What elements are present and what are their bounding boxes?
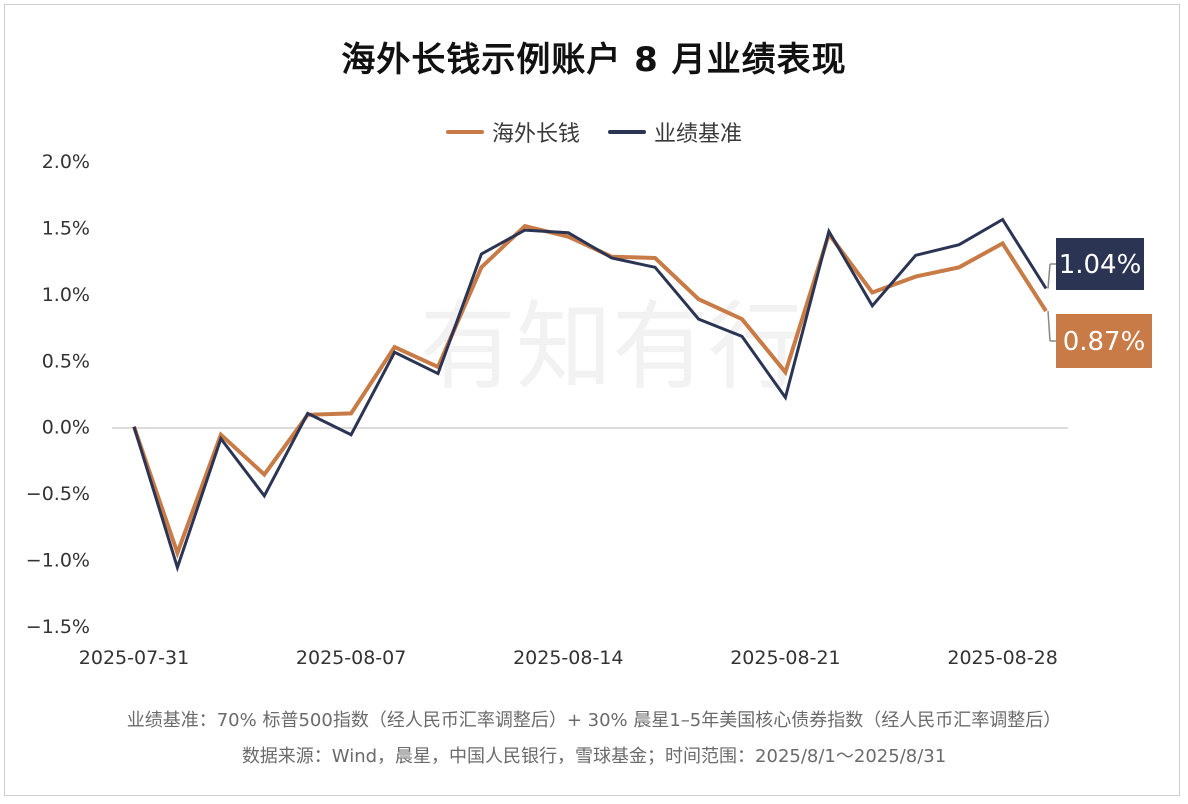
y-tick-label: 0.0% [42,417,90,439]
footnote-benchmark: 业绩基准：70% 标普500指数（经人民币汇率调整后）+ 30% 晨星1–5年美… [126,710,1062,731]
legend-swatch-account [445,130,484,134]
y-tick-label: −1.5% [26,616,90,638]
y-tick-label: 2.0% [42,151,90,173]
y-tick-label: 1.5% [42,217,90,239]
y-tick-label: 1.0% [42,284,90,306]
chart-title: 海外长钱示例账户 8 月业绩表现 [341,40,847,80]
series-line-benchmark [132,217,1048,573]
footnote-source: 数据来源：Wind，晨星，中国人民银行，雪球基金；时间范围：2025/8/1～2… [241,746,947,767]
watermark-text: 有知有行 [420,291,804,403]
y-tick-label: −1.0% [26,550,90,572]
callout-leader-benchmark [1047,263,1051,289]
x-tick-label: 2025-08-28 [947,647,1057,669]
legend-swatch-benchmark [608,130,646,134]
legend-label-benchmark: 业绩基准 [654,122,743,147]
legend-item-benchmark: 业绩基准 [608,116,742,148]
x-tick-label: 2025-07-31 [79,647,189,669]
x-tick-label: 2025-08-21 [730,647,840,669]
y-tick-label: −0.5% [26,483,90,505]
callout-box-account [1056,314,1152,368]
callout-leader-account [1047,311,1051,342]
x-tick-label: 2025-08-07 [296,647,406,669]
legend: 海外长钱 业绩基准 [0,116,1188,148]
chart-frame [4,4,1180,796]
y-tick-label: 0.5% [42,350,90,372]
legend-item-account: 海外长钱 [445,116,580,148]
callout-box-benchmark [1056,238,1144,290]
callout-value-benchmark: 1.04% [1059,250,1142,280]
callout-value-account: 0.87% [1063,327,1146,357]
x-tick-label: 2025-08-14 [513,647,623,669]
legend-label-account: 海外长钱 [491,122,580,147]
